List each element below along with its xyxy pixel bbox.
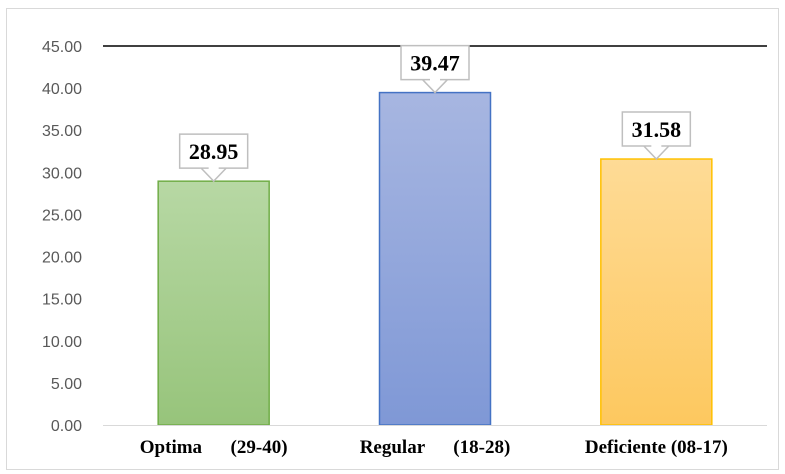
- data-label: 39.47: [410, 51, 460, 76]
- y-tick-label: 45.00: [42, 39, 82, 56]
- y-tick-label: 5.00: [51, 376, 82, 393]
- y-tick-label: 15.00: [42, 292, 82, 309]
- bar: [600, 158, 713, 426]
- data-label-callout: 31.58: [621, 111, 692, 161]
- y-axis-ticks: 0.00 5.00 10.00 15.00 20.00 25.00 30.00 35.00 40…: [42, 39, 82, 435]
- y-tick-label: 35.00: [42, 123, 82, 140]
- y-tick-label: 20.00: [42, 250, 82, 267]
- category-label: Regular (18-28): [360, 437, 511, 458]
- y-tick-label: 25.00: [42, 207, 82, 224]
- bar: [378, 91, 492, 426]
- y-tick-label: 0.00: [51, 418, 82, 435]
- y-tick-label: 10.00: [42, 334, 82, 351]
- x-axis-categories: Optima (29-40) Regular (18-28) Deficiente …: [140, 437, 728, 458]
- data-label-callout: 39.47: [400, 44, 470, 94]
- data-label-callout: 28.95: [178, 133, 249, 183]
- y-tick-label: 30.00: [42, 165, 82, 182]
- bar: [157, 180, 270, 426]
- y-tick-label: 40.00: [42, 81, 82, 98]
- category-label: Deficiente (08-17): [585, 437, 728, 458]
- data-label: 28.95: [189, 139, 239, 164]
- data-label: 31.58: [632, 117, 682, 142]
- category-label: Optima (29-40): [140, 437, 288, 458]
- data-label-callouts: 28.95 39.47 31.58: [178, 44, 692, 183]
